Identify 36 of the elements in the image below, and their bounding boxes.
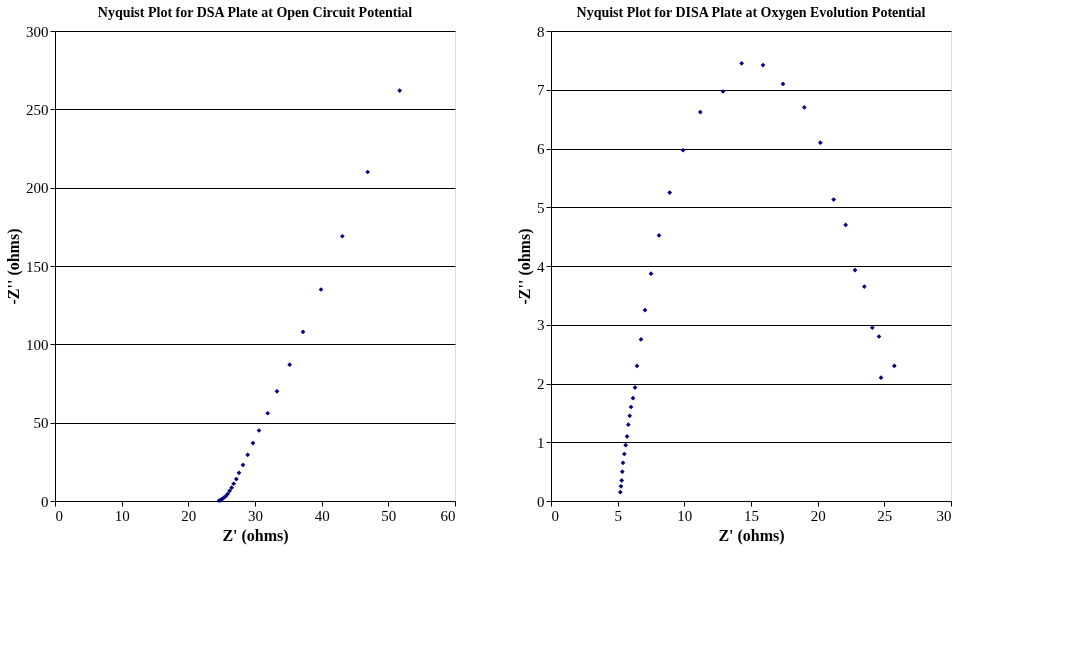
x-tick-label: 5	[614, 507, 622, 524]
y-tick-label: 7	[537, 82, 545, 99]
x-tick-label: 40	[314, 507, 330, 524]
x-tick-label: 10	[114, 507, 130, 524]
y-tick-label: 4	[537, 258, 545, 275]
y-tick-label: 150	[26, 258, 49, 275]
y-tick-label: 0	[41, 493, 49, 510]
y-tick-label: 300	[26, 23, 49, 40]
x-tick-label: 0	[55, 507, 63, 524]
y-tick-label: 50	[33, 415, 49, 432]
y-tick-label: 250	[26, 101, 49, 118]
x-tick-label: 20	[810, 507, 826, 524]
x-tick-label: 50	[381, 507, 397, 524]
x-tick-label: 10	[677, 507, 693, 524]
x-axis-title: Z' (ohms)	[222, 526, 289, 545]
x-tick-label: 25	[877, 507, 893, 524]
y-tick-label: 2	[537, 376, 545, 392]
chart-title: Nyquist Plot for DSA Plate at Open Circuit Potential	[97, 5, 413, 20]
x-tick-label: 30	[936, 507, 952, 524]
y-tick-label: 5	[537, 199, 545, 216]
y-tick-label: 3	[537, 317, 545, 334]
x-tick-label: 60	[440, 507, 456, 524]
x-axis-title: Z' (ohms)	[718, 526, 785, 545]
x-tick-label: 30	[248, 507, 263, 524]
y-axis-title: -Z'' (ohms)	[516, 228, 534, 305]
x-tick-label: 15	[744, 507, 759, 524]
y-tick-label: 200	[26, 180, 49, 197]
y-tick-label: 1	[537, 434, 545, 451]
x-tick-label: 20	[181, 507, 197, 524]
x-tick-label: 0	[551, 507, 559, 524]
y-tick-label: 0	[537, 493, 545, 510]
chart-title: Nyquist Plot for DISA Plate at Oxygen Evolution Potential	[576, 5, 926, 20]
y-tick-label: 6	[537, 141, 545, 157]
y-tick-label: 100	[26, 336, 49, 353]
y-axis-title: -Z'' (ohms)	[5, 228, 23, 305]
y-tick-label: 8	[537, 23, 545, 40]
